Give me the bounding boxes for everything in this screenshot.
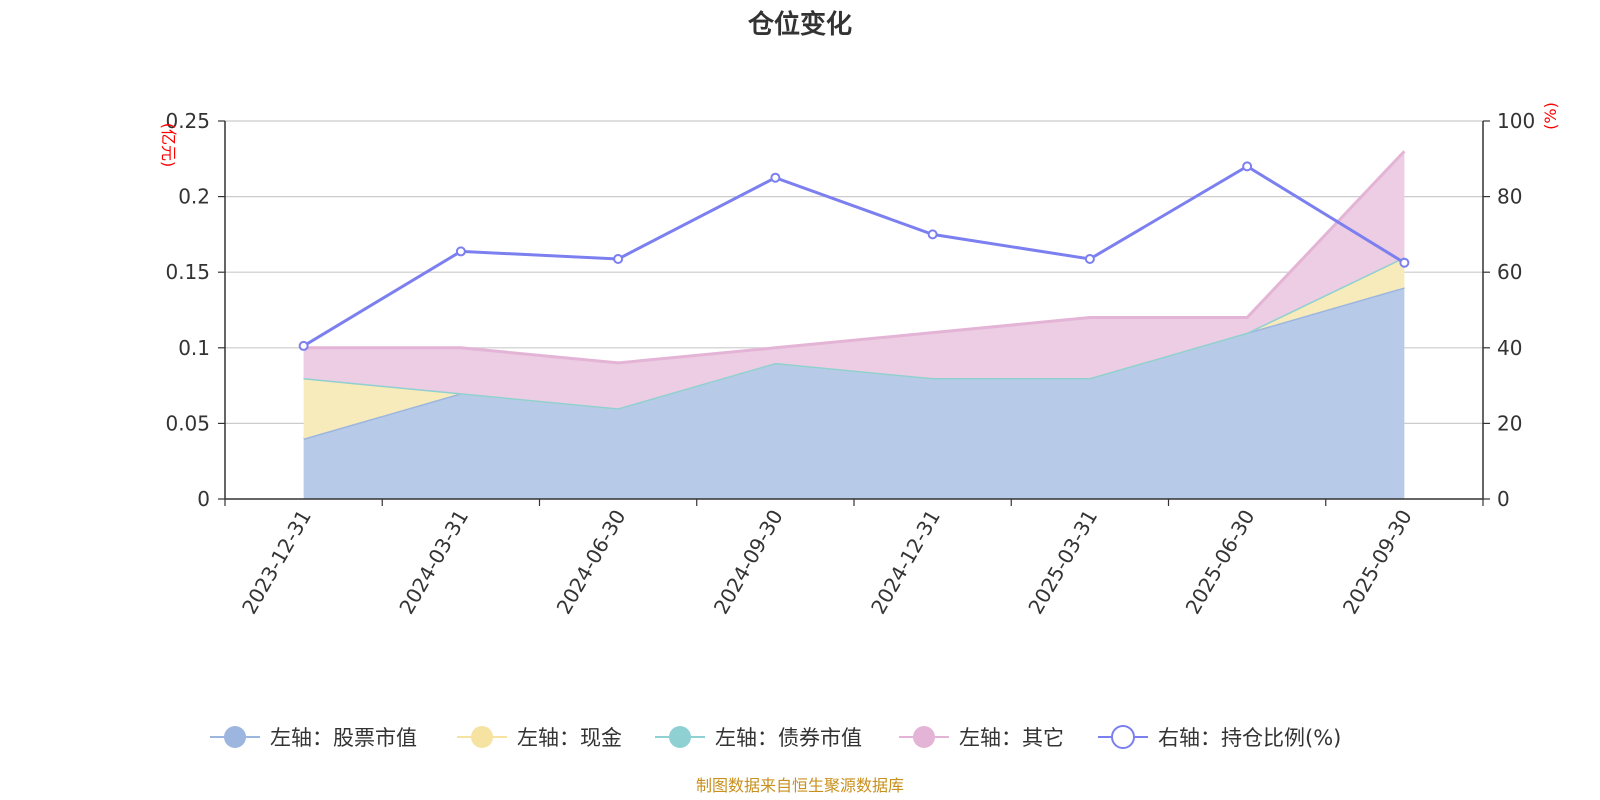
x-tick-label: 2024-03-31 [394,506,473,619]
x-tick-label: 2025-06-30 [1181,506,1260,619]
x-tick-label: 2023-12-31 [237,506,316,619]
legend: 左轴：股票市值 左轴：现金 左轴：债券市值 左轴：其它 右轴：持仓比例(%) [210,725,1341,750]
legend-label: 左轴：债券市值 [715,726,862,750]
right-tick-label: 100 [1497,109,1535,133]
area-左轴：其它 [303,151,1405,409]
ratio-point [298,340,309,351]
right-tick-label: 20 [1497,411,1522,435]
left-tick-label: 0.15 [165,260,210,284]
right-tick-label: 40 [1497,336,1522,360]
left-tick-label: 0.05 [165,411,210,435]
ratio-point [455,246,466,257]
left-tick-label: 0.1 [178,336,210,360]
ratio-point [1084,253,1095,264]
legend-marker [1111,725,1135,749]
area-左轴：股票市值 [303,287,1405,499]
ratio-point [1399,257,1410,268]
legend-label: 左轴：股票市值 [270,726,417,750]
ratio-point [1242,161,1253,172]
right-tick-label: 80 [1497,185,1522,209]
ratio-point [927,229,938,240]
x-tick-label: 2024-06-30 [552,506,631,619]
x-tick-label: 2025-09-30 [1338,506,1417,619]
legend-marker [224,726,246,748]
left-axis-unit: (亿元) [159,123,178,168]
legend-marker [471,726,493,748]
right-axis-unit: (%) [1541,102,1560,130]
right-tick-label: 60 [1497,260,1522,284]
x-tick-label: 2024-12-31 [866,506,945,619]
legend-item: 左轴：现金 [457,726,622,750]
ratio-line-path [302,164,1406,348]
legend-label: 右轴：持仓比例(%) [1158,726,1341,750]
left-tick-label: 0.25 [165,109,210,133]
left-tick-label: 0.2 [178,185,210,209]
left-tick-label: 0 [197,487,210,511]
legend-marker [669,726,691,748]
legend-label: 左轴：现金 [517,726,622,750]
legend-item: 左轴：股票市值 [210,726,417,750]
x-tick-label: 2024-09-30 [709,506,788,619]
legend-label: 左轴：其它 [959,726,1064,750]
right-tick-label: 0 [1497,487,1510,511]
legend-item: 左轴：其它 [899,726,1064,750]
legend-item: 右轴：持仓比例(%) [1098,725,1341,750]
stacked-areas [303,150,1406,499]
chart-title: 仓位变化 [747,9,852,40]
ratio-point [770,172,781,183]
legend-item: 左轴：债券市值 [655,726,862,750]
legend-marker [913,726,935,748]
x-tick-label: 2025-03-31 [1023,506,1102,619]
source-note: 制图数据来自恒生聚源数据库 [696,776,904,795]
ratio-point [613,253,624,264]
area-edge-左轴：其它 [303,150,1406,365]
ratio-line [298,161,1410,351]
